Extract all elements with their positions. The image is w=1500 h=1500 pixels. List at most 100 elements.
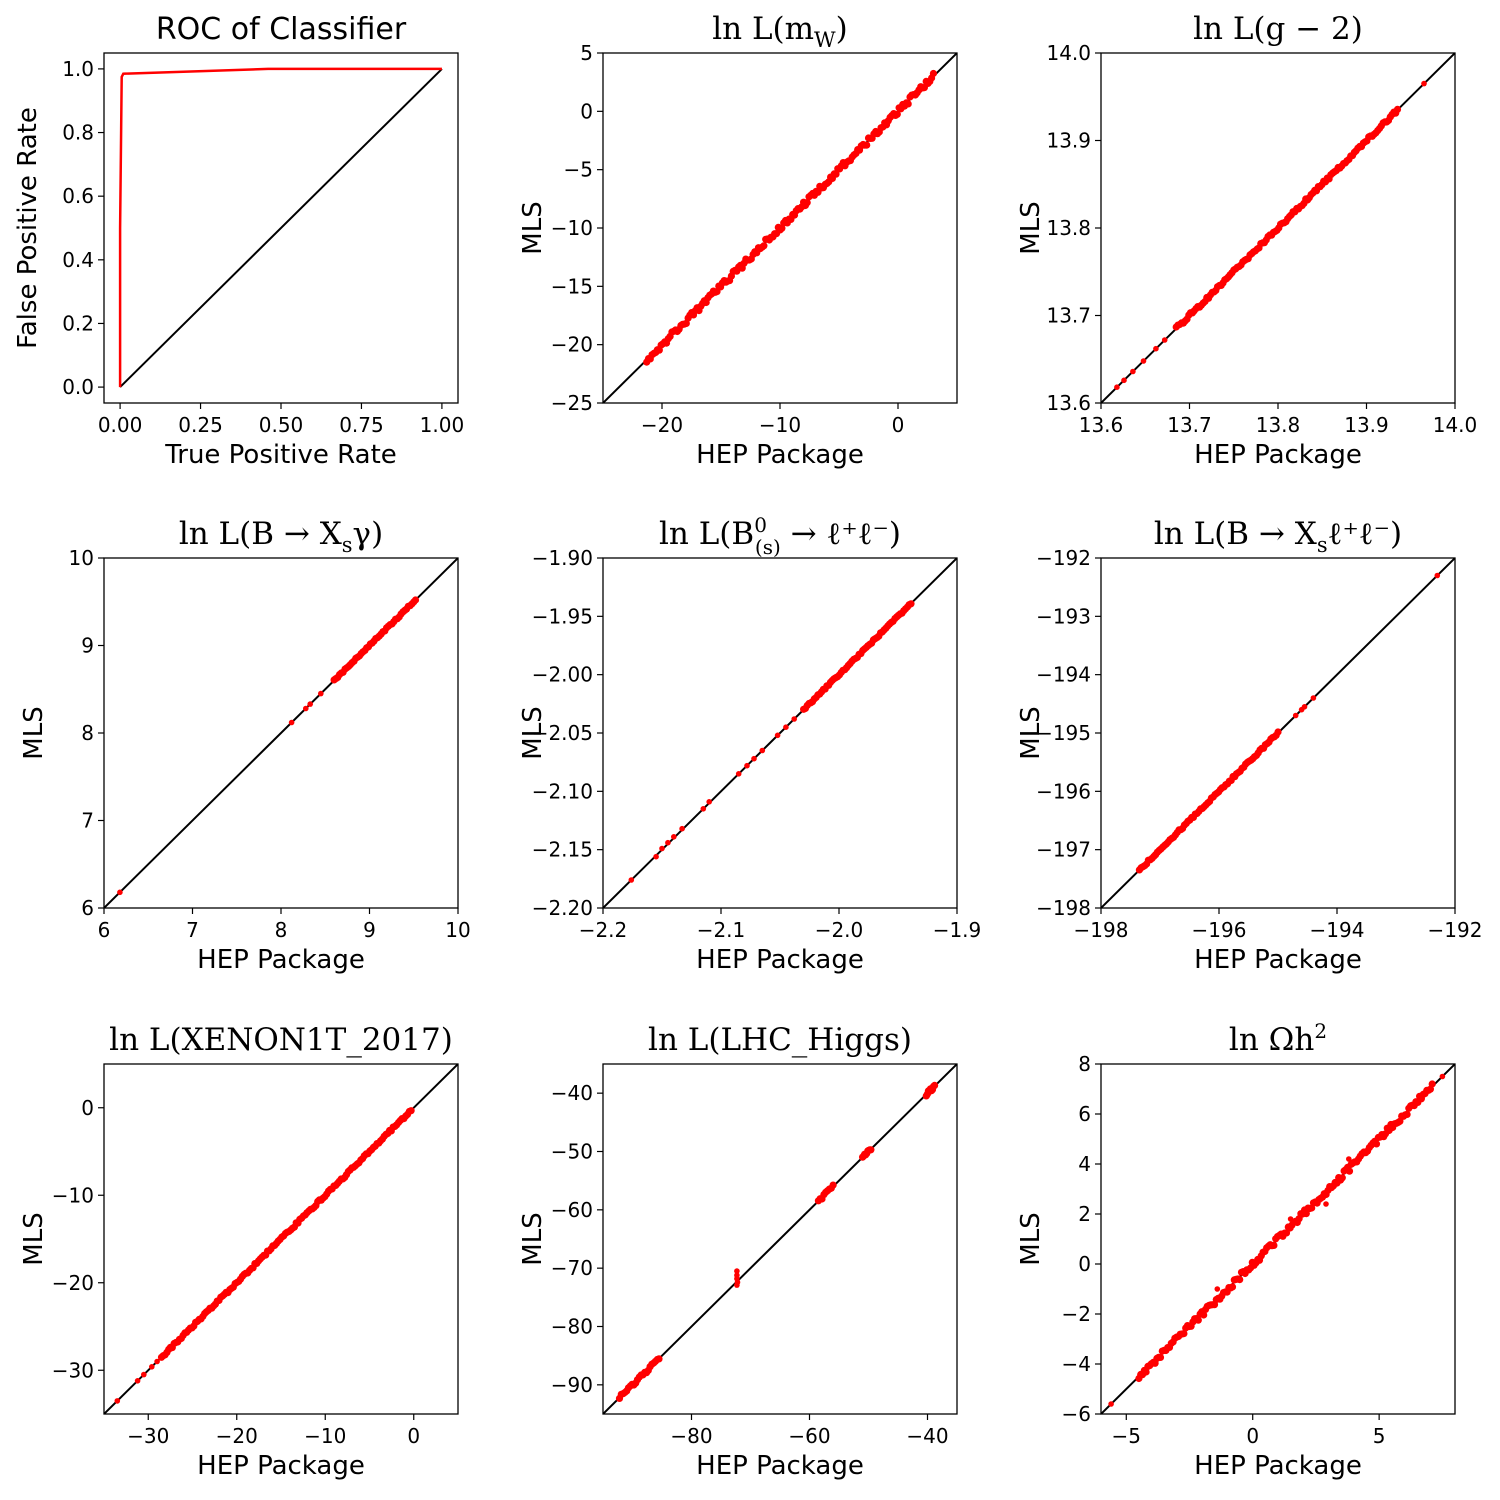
y-tick-label: −25	[551, 391, 593, 415]
x-tick-label: 1.00	[420, 413, 465, 437]
y-tick-label: −15	[551, 274, 593, 298]
y-tick-label: 5	[580, 41, 593, 65]
data-marks	[118, 67, 442, 388]
y-tick-label: −40	[551, 1081, 593, 1105]
scatter-point	[288, 719, 295, 726]
scatter-point	[1287, 1216, 1294, 1222]
y-axis-label: MLS	[518, 201, 548, 254]
scatter-point	[829, 1181, 837, 1189]
x-tick-label: −30	[127, 1424, 169, 1448]
x-tick-label: 10	[445, 918, 470, 942]
x-tick-label: −194	[1310, 918, 1365, 942]
x-axis-label: HEP Package	[1194, 1451, 1362, 1481]
y-tick-label: 8	[1078, 1052, 1091, 1076]
y-tick-label: 0.6	[62, 184, 94, 208]
scatter-point	[706, 799, 712, 805]
chart-title: ln L(XENON1T_2017)	[109, 1022, 453, 1058]
y-tick-label: −2.20	[532, 896, 593, 920]
scatter-point	[803, 199, 811, 207]
y-tick-label: −90	[551, 1373, 593, 1397]
scatter-point	[907, 600, 915, 608]
y-axis-label: MLS	[1016, 201, 1046, 254]
x-tick-label: 0	[892, 413, 905, 437]
x-tick-label: −2.2	[579, 918, 628, 942]
y-tick-label: 9	[81, 634, 94, 658]
scatter-point	[1434, 572, 1441, 579]
data-marks	[117, 596, 420, 896]
y-axis-label: MLS	[1016, 706, 1046, 759]
scatter-point	[1153, 345, 1159, 352]
scatter-point	[1274, 728, 1282, 736]
x-tick-label: −198	[1074, 918, 1129, 942]
x-tick-label: −80	[670, 1424, 712, 1448]
scatter-point	[893, 110, 901, 118]
chart-title: ln L(g − 2)	[1193, 11, 1363, 47]
y-tick-label: −70	[551, 1256, 593, 1280]
scatter-point	[1180, 1330, 1188, 1338]
y-tick-label: −2.00	[532, 663, 593, 687]
y-tick-label: 13.7	[1046, 304, 1091, 328]
y-tick-label: −20	[551, 333, 593, 357]
scatter-point	[1140, 358, 1147, 364]
scatter-point	[1130, 368, 1136, 375]
scatter-point	[149, 1364, 155, 1370]
chart-title: ln L(mW)	[712, 11, 848, 52]
x-tick-label: −196	[1192, 918, 1247, 942]
scatter-point	[791, 716, 797, 722]
chart-title: ln L(B → Xsγ)	[179, 516, 383, 557]
y-tick-label: 6	[1078, 1102, 1091, 1126]
y-tick-label: −198	[1036, 896, 1091, 920]
panel-bxsgamma: 6 7 8 9 10 6 7 8 9 10 HEP Package MLS ln L(B → Xsγ)	[19, 516, 471, 975]
x-axis-label: HEP Package	[696, 440, 864, 470]
panel-g2: 13.6 13.7 13.8 13.9 14.0 13.6 13.7 13.8 13.9 14.0…	[1016, 11, 1477, 470]
x-tick-label: 13.7	[1167, 413, 1212, 437]
scatter-point	[1372, 1140, 1381, 1148]
scatter-point	[867, 1146, 875, 1154]
scatter-point	[1428, 1080, 1436, 1088]
x-tick-label: −5	[1112, 1424, 1141, 1448]
y-tick-label: −30	[52, 1358, 94, 1382]
scatter-point	[659, 845, 665, 852]
panel-bxsll: −198 −196 −194 −192 −198 −197 −196 −195 −194 −193…	[1016, 516, 1482, 975]
scatter-point	[1200, 1311, 1208, 1319]
scatter-point	[134, 1378, 141, 1384]
x-tick-label: 13.8	[1256, 413, 1301, 437]
scatter-point	[904, 100, 912, 108]
x-axis-label: HEP Package	[197, 1451, 365, 1481]
y-tick-label: 4	[1078, 1152, 1091, 1176]
scatter-point	[929, 69, 938, 78]
x-tick-label: −10	[304, 1424, 346, 1448]
scatter-point	[734, 1268, 740, 1274]
data-marks	[1114, 80, 1427, 391]
scatter-point	[1270, 1241, 1278, 1249]
scatter-point	[744, 762, 750, 769]
y-tick-label: 0	[81, 1096, 94, 1120]
chart-title: ln Ωh2	[1229, 1019, 1327, 1058]
scatter-point	[154, 1358, 160, 1365]
scatter-point	[1292, 712, 1299, 719]
scatter-point	[863, 141, 871, 149]
y-tick-label: −193	[1036, 604, 1091, 628]
x-tick-label: 13.6	[1079, 413, 1124, 437]
y-axis-label: MLS	[19, 706, 49, 759]
panel-mw: −20 −10 0 −25 −20 −15 −10 −5 0 5 HEP Package MLS ln …	[518, 11, 958, 470]
scatter-point	[303, 705, 309, 712]
x-axis-label: HEP Package	[696, 1451, 864, 1481]
scatter-point	[783, 724, 789, 730]
panel-xenon: −30 −20 −10 0 −30 −20 −10 0 HEP Package MLS ln L(X…	[19, 1022, 459, 1481]
y-tick-label: 0	[580, 99, 593, 123]
y-tick-label: 13.6	[1046, 391, 1091, 415]
scatter-point	[1345, 1167, 1354, 1175]
y-tick-label: −1.95	[532, 604, 593, 628]
x-tick-label: −20	[641, 413, 683, 437]
x-tick-label: 0.00	[98, 413, 143, 437]
y-tick-label: 0.2	[62, 311, 94, 335]
x-axis-label: HEP Package	[696, 945, 864, 975]
scatter-point	[735, 771, 742, 777]
scatter-point	[1156, 1353, 1165, 1361]
scatter-point	[407, 1107, 415, 1115]
x-tick-label: 6	[98, 918, 111, 942]
x-tick-label: −1.9	[933, 918, 982, 942]
diagonal-line	[119, 68, 443, 388]
x-tick-label: −10	[759, 413, 801, 437]
